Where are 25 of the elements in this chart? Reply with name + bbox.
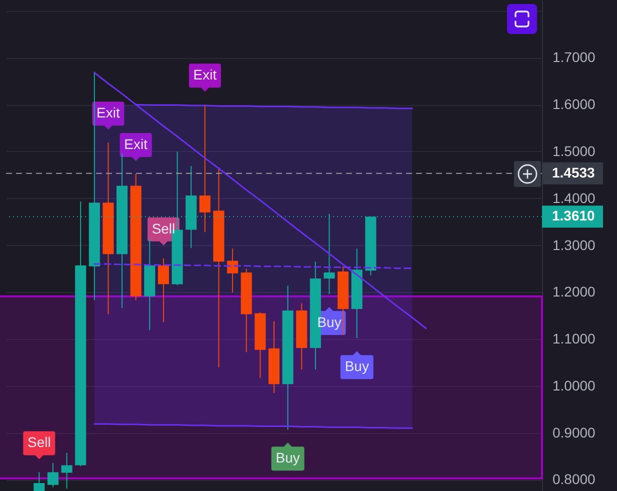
candlestick	[47, 462, 58, 488]
y-tick-label: 1.3000	[552, 236, 596, 253]
y-tick-label: 1.2000	[552, 284, 596, 300]
y-tick-label: 1.1000	[552, 330, 596, 347]
annotation: Sell	[152, 220, 176, 236]
y-tick-label: 0.8000	[552, 471, 596, 488]
annotation: Exit	[96, 104, 120, 121]
candlestick	[158, 258, 170, 323]
ref-line-label: 1.3610	[552, 208, 596, 224]
y-tick-label: 1.7000	[552, 49, 596, 66]
annotation: Sell	[27, 434, 51, 450]
candlestick	[61, 452, 72, 490]
candlestick	[199, 104, 210, 233]
y-tick-label: 1.4000	[552, 190, 596, 206]
ref-line-label: 1.4533	[552, 164, 596, 180]
annotation: Exit	[193, 66, 217, 83]
candlestick	[227, 248, 238, 294]
y-tick-label: 1.0000	[552, 377, 596, 394]
y-tick-label: 1.6000	[552, 96, 596, 112]
y-tick-label: 1.5000	[552, 142, 596, 159]
y-tick-label: 0.9000	[552, 424, 596, 440]
annotation: Buy	[344, 358, 369, 374]
annotation: Exit	[124, 136, 148, 152]
candlestick	[34, 472, 45, 491]
annotation: Buy	[276, 450, 300, 466]
